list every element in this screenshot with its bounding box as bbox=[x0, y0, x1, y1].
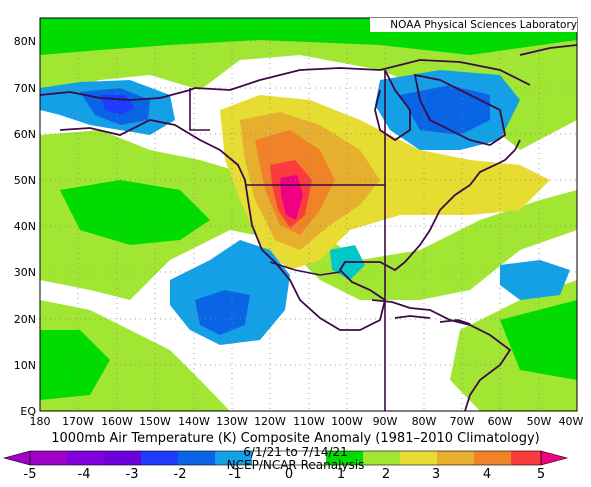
lon-tick: 60W bbox=[487, 415, 513, 428]
data-source: NCEP/NCAR Reanalysis bbox=[226, 458, 365, 472]
lon-tick: 110W bbox=[293, 415, 325, 428]
cool-anomaly-region bbox=[195, 290, 250, 335]
lon-tick: 140W bbox=[178, 415, 210, 428]
lat-tick: 10N bbox=[13, 359, 36, 372]
credit-label: NOAA Physical Sciences Laboratory bbox=[370, 18, 577, 32]
lon-tick: 40W bbox=[558, 415, 584, 428]
colorbar-tick: -3 bbox=[125, 467, 139, 482]
lat-tick: 40N bbox=[13, 220, 36, 233]
lon-tick: 90W bbox=[372, 415, 398, 428]
borders bbox=[189, 70, 386, 411]
lon-tick: 170W bbox=[62, 415, 94, 428]
colorbar-tick: 5 bbox=[536, 467, 546, 482]
lat-tick: 60N bbox=[13, 128, 36, 141]
colorbar-tick: -1 bbox=[228, 467, 242, 482]
lat-tick: EQ bbox=[20, 405, 36, 418]
colorbar-tick: 3 bbox=[431, 467, 441, 482]
warm-anomaly-core bbox=[280, 175, 303, 220]
coastlines bbox=[40, 44, 577, 411]
map-title: 1000mb Air Temperature (K) Composite Ano… bbox=[51, 431, 540, 446]
colorbar bbox=[2, 450, 569, 466]
date-range: 6/1/21 to 7/14/21 bbox=[243, 445, 348, 459]
lat-tick: 50N bbox=[13, 174, 36, 187]
lon-tick: 50W bbox=[526, 415, 552, 428]
colorbar-tick: -4 bbox=[77, 467, 91, 482]
lon-tick: 120W bbox=[254, 415, 286, 428]
colorbar-tick: 0 bbox=[284, 467, 294, 482]
positive-anomaly-region bbox=[60, 180, 210, 245]
colorbar-tick: 2 bbox=[381, 467, 391, 482]
lon-tick: 160W bbox=[101, 415, 133, 428]
lon-tick: 70W bbox=[449, 415, 475, 428]
lat-tick: 30N bbox=[13, 266, 36, 279]
positive-anomaly-region bbox=[500, 300, 577, 380]
lat-tick: 80N bbox=[13, 35, 36, 48]
lon-tick: 150W bbox=[139, 415, 171, 428]
lat-tick: 70N bbox=[13, 82, 36, 95]
lon-tick: 100W bbox=[331, 415, 363, 428]
colorbar-tick: 1 bbox=[336, 467, 346, 482]
cool-anomaly-region bbox=[400, 85, 490, 135]
lon-tick: 80W bbox=[411, 415, 437, 428]
lat-tick: 20N bbox=[13, 313, 36, 326]
cool-anomaly-region bbox=[500, 260, 570, 300]
colorbar-tick: -2 bbox=[173, 467, 187, 482]
lon-tick: 130W bbox=[216, 415, 248, 428]
colorbar-tick: -5 bbox=[23, 467, 37, 482]
lon-tick: 180 bbox=[29, 415, 51, 428]
colorbar-tick: 4 bbox=[482, 467, 492, 482]
